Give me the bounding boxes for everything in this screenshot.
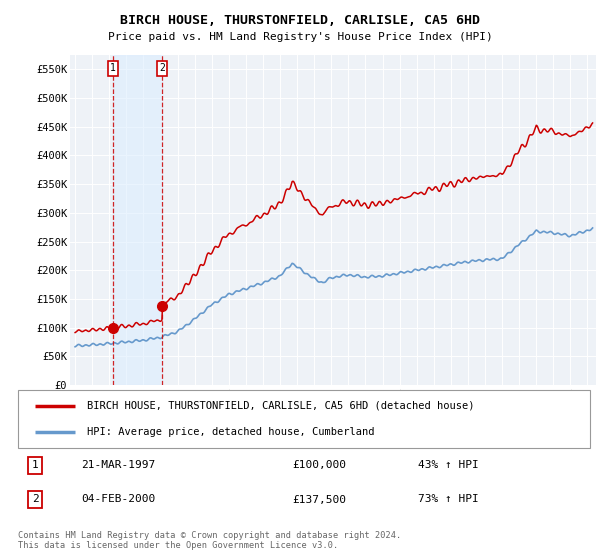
- Text: 1: 1: [110, 63, 116, 73]
- Text: 2: 2: [32, 494, 38, 505]
- Text: BIRCH HOUSE, THURSTONFIELD, CARLISLE, CA5 6HD: BIRCH HOUSE, THURSTONFIELD, CARLISLE, CA…: [120, 14, 480, 27]
- Text: BIRCH HOUSE, THURSTONFIELD, CARLISLE, CA5 6HD (detached house): BIRCH HOUSE, THURSTONFIELD, CARLISLE, CA…: [86, 400, 474, 410]
- Text: 2: 2: [159, 63, 165, 73]
- Bar: [113, 55, 162, 385]
- Text: 1: 1: [32, 460, 38, 470]
- Text: Price paid vs. HM Land Registry's House Price Index (HPI): Price paid vs. HM Land Registry's House …: [107, 32, 493, 42]
- Text: 43% ↑ HPI: 43% ↑ HPI: [418, 460, 479, 470]
- Text: £100,000: £100,000: [293, 460, 347, 470]
- FancyBboxPatch shape: [18, 390, 590, 448]
- Text: 21-MAR-1997: 21-MAR-1997: [81, 460, 155, 470]
- Text: Contains HM Land Registry data © Crown copyright and database right 2024.
This d: Contains HM Land Registry data © Crown c…: [18, 531, 401, 550]
- Text: £137,500: £137,500: [293, 494, 347, 505]
- Text: HPI: Average price, detached house, Cumberland: HPI: Average price, detached house, Cumb…: [86, 427, 374, 437]
- Text: 73% ↑ HPI: 73% ↑ HPI: [418, 494, 479, 505]
- Text: 04-FEB-2000: 04-FEB-2000: [81, 494, 155, 505]
